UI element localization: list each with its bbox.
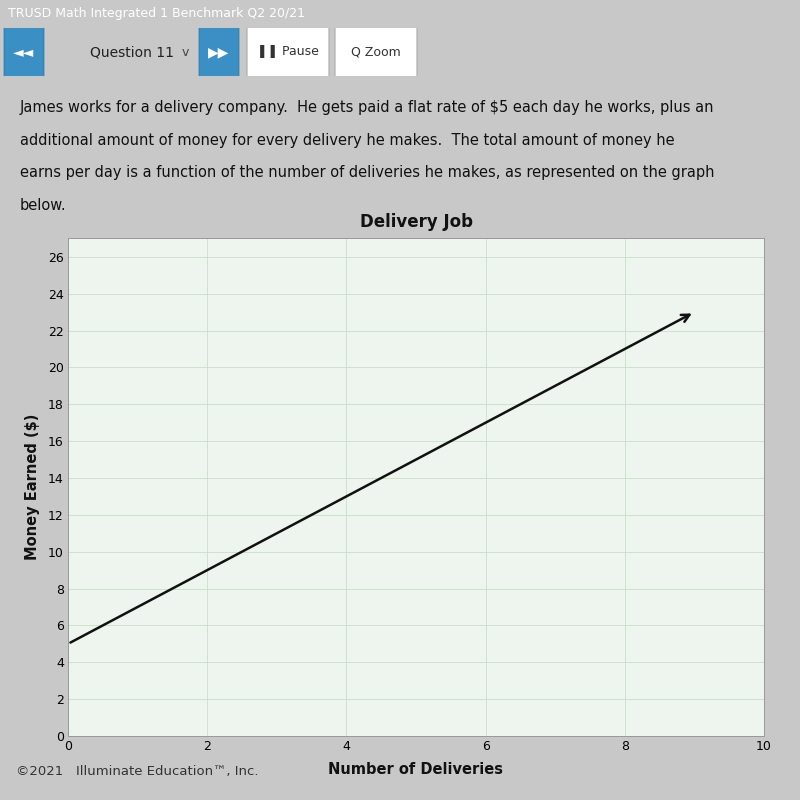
Y-axis label: Money Earned ($): Money Earned ($) [25, 414, 40, 560]
Text: ❚❚ Pause: ❚❚ Pause [257, 46, 319, 58]
Text: Question 11: Question 11 [90, 45, 174, 59]
Text: ©2021   Illuminate Education™, Inc.: ©2021 Illuminate Education™, Inc. [16, 766, 258, 778]
Text: TRUSD Math Integrated 1 Benchmark Q2 20/21: TRUSD Math Integrated 1 Benchmark Q2 20/… [8, 6, 305, 20]
Text: ▶▶: ▶▶ [208, 45, 230, 59]
Text: below.: below. [20, 198, 66, 213]
FancyBboxPatch shape [247, 0, 329, 120]
FancyBboxPatch shape [335, 0, 417, 120]
Text: earns per day is a function of the number of deliveries he makes, as represented: earns per day is a function of the numbe… [20, 166, 714, 180]
Text: v: v [182, 46, 189, 58]
Text: ◄◄: ◄◄ [14, 45, 34, 59]
X-axis label: Number of Deliveries: Number of Deliveries [329, 762, 503, 777]
FancyBboxPatch shape [199, 0, 239, 120]
Text: additional amount of money for every delivery he makes.  The total amount of mon: additional amount of money for every del… [20, 133, 674, 148]
FancyBboxPatch shape [4, 0, 44, 120]
Text: James works for a delivery company.  He gets paid a flat rate of $5 each day he : James works for a delivery company. He g… [20, 100, 714, 115]
Text: Q Zoom: Q Zoom [351, 46, 401, 58]
Title: Delivery Job: Delivery Job [359, 214, 473, 231]
